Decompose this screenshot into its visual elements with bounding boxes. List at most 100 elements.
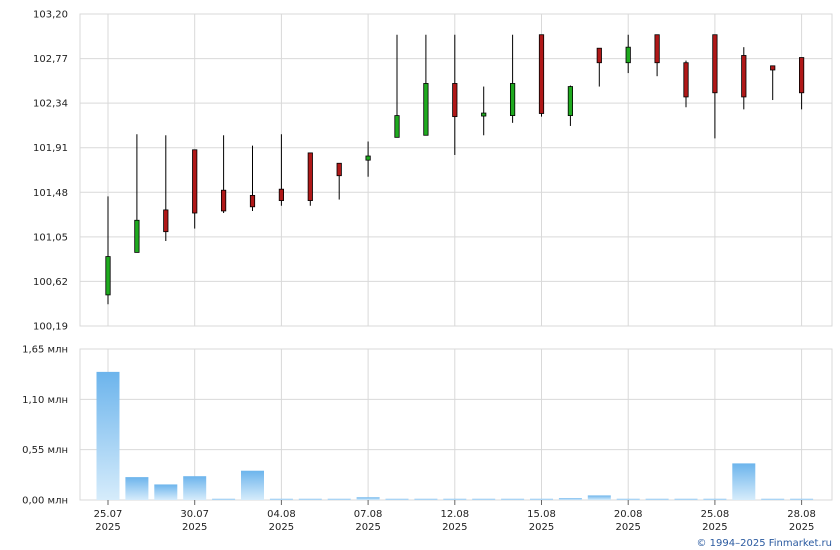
x-tick-year: 2025 (789, 522, 814, 533)
candle (336, 162, 342, 200)
price-tick-label: 102,34 (33, 99, 68, 110)
candle-body (712, 34, 718, 94)
candle-body (423, 83, 429, 136)
candle (163, 135, 169, 242)
candle (192, 149, 198, 229)
candle-body (163, 209, 169, 233)
x-tick-year: 2025 (529, 522, 554, 533)
volume-bar (732, 463, 756, 500)
volume-bar (298, 498, 322, 500)
candle (481, 86, 487, 136)
price-tick-label: 101,48 (33, 188, 68, 199)
candle-body (220, 189, 227, 212)
volume-tick-label: 0,00 млн (22, 496, 68, 507)
candle-body (654, 34, 660, 64)
x-tick-year: 2025 (442, 522, 467, 533)
volume-bar (501, 498, 525, 500)
candle (509, 34, 516, 123)
x-tick-day: 25.08 (701, 509, 730, 520)
volume-axis-labels: 1,65 млн 1,10 млн 0,55 млн 0,00 млн (22, 345, 68, 507)
volume-bar (154, 484, 178, 500)
candle-body (192, 149, 198, 214)
volume-tick-label: 0,55 млн (22, 445, 68, 456)
volume-bar (385, 498, 409, 500)
volume-bar (269, 498, 293, 500)
x-tick-day: 07.08 (354, 509, 383, 520)
volume-bar (674, 498, 698, 500)
copyright-text[interactable]: © 1994–2025 Finmarket.ru (696, 538, 832, 549)
volume-bar (761, 498, 785, 500)
candle (712, 34, 718, 139)
volume-bar (616, 498, 640, 500)
volume-bar (125, 477, 149, 500)
volume-bar (96, 371, 120, 500)
candle-body (249, 194, 256, 208)
volume-bar (472, 498, 496, 500)
price-tick-label: 100,19 (33, 322, 68, 333)
candle (538, 34, 545, 117)
candle-body (567, 86, 574, 116)
candle-body (625, 46, 631, 64)
candle-body (481, 112, 487, 117)
candle (596, 47, 602, 87)
candles (105, 34, 805, 305)
volume-bar (530, 498, 553, 500)
volume-tick-label: 1,10 млн (22, 395, 68, 406)
candle (278, 134, 285, 206)
price-tick-label: 100,62 (33, 277, 68, 288)
x-tick-year: 2025 (95, 522, 120, 533)
candle-body (365, 155, 371, 161)
candle-body (278, 188, 285, 201)
candle-body (741, 55, 747, 98)
candle (220, 135, 227, 214)
candle (134, 134, 140, 253)
candle (654, 34, 660, 77)
x-tick-day: 12.08 (440, 509, 469, 520)
candle (423, 34, 429, 136)
x-tick-day: 25.07 (94, 509, 123, 520)
volume-bar (414, 498, 438, 500)
candle (307, 152, 313, 206)
candle-body (336, 162, 342, 177)
volume-bar (212, 498, 236, 500)
candle (625, 34, 631, 74)
volume-bar (356, 497, 380, 500)
candle-body (134, 219, 140, 253)
volume-bar (645, 498, 669, 500)
volume-bar (587, 495, 611, 500)
candle-body (509, 83, 516, 116)
price-tick-label: 103,20 (33, 10, 68, 21)
candle (249, 145, 256, 211)
candle (770, 65, 776, 101)
x-tick-year: 2025 (182, 522, 207, 533)
price-tick-label: 101,91 (33, 143, 68, 154)
x-tick-day: 20.08 (614, 509, 643, 520)
volume-bar (327, 498, 351, 500)
candle-body (394, 115, 400, 138)
volume-bar (558, 498, 582, 500)
x-tick-day: 04.08 (267, 509, 296, 520)
candle (741, 47, 747, 110)
candle-body (596, 47, 602, 64)
volume-bar (443, 498, 467, 500)
price-axis-labels: 103,20 102,77 102,34 101,91 101,48 101,05 100,… (33, 10, 68, 333)
candle-body (683, 62, 689, 98)
candle-body (452, 83, 458, 118)
candle-body (799, 57, 805, 94)
volume-bar (790, 498, 814, 500)
x-axis-labels: 25.07 2025 30.07 2025 04.08 2025 07.08 2025 12.0… (94, 500, 816, 533)
x-tick-day: 28.08 (787, 509, 816, 520)
x-tick-day: 30.07 (180, 509, 209, 520)
volume-bars (96, 371, 814, 500)
candle (105, 196, 111, 305)
x-tick-year: 2025 (702, 522, 727, 533)
candle (567, 85, 574, 126)
volume-bar (241, 470, 264, 500)
candle-body (105, 256, 111, 296)
candle-body (770, 65, 776, 71)
candle (394, 34, 400, 138)
price-tick-label: 102,77 (33, 54, 68, 65)
volume-bar (183, 476, 207, 500)
candle (683, 60, 689, 108)
